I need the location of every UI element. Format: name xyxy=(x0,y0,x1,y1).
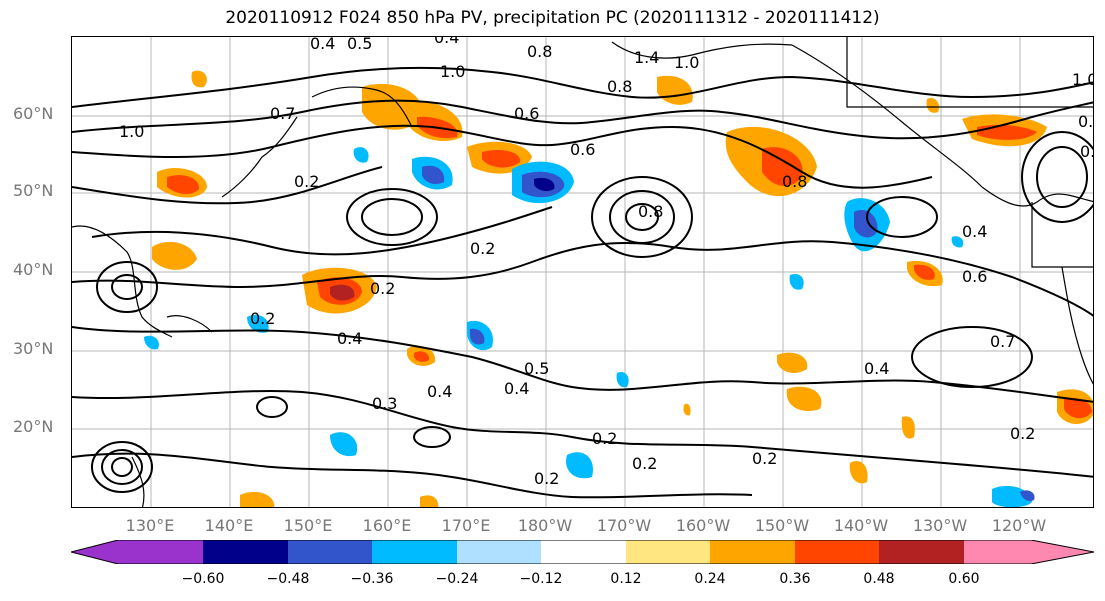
colorbar-segment xyxy=(879,540,964,564)
contour-label: 1.0 xyxy=(1072,70,1094,89)
colorbar-tick: 0.48 xyxy=(863,571,895,587)
contour-label: 0.2 xyxy=(250,309,275,328)
contour-label: 1.0 xyxy=(674,53,699,72)
colorbar-segment xyxy=(795,540,879,564)
lon-label-130e: 130°E xyxy=(125,516,175,535)
contour-label: 0.2 xyxy=(1010,424,1035,443)
colorbar-segment xyxy=(964,540,1094,564)
contour-label: 0.2 xyxy=(1078,112,1094,131)
precip-negative xyxy=(144,147,1035,507)
colorbar-segment xyxy=(541,540,626,564)
map-title: 2020110912 F024 850 hPa PV, precipitatio… xyxy=(225,8,880,28)
lon-label-150w: 150°W xyxy=(754,516,810,535)
colorbar-tick: −0.48 xyxy=(266,571,310,587)
contour-label: 0.5 xyxy=(347,37,372,53)
colorbar-segment xyxy=(372,540,457,564)
lon-label-150e: 150°E xyxy=(283,516,333,535)
lon-label-140w: 140°W xyxy=(833,516,889,535)
contour-label: 0.4 xyxy=(962,222,987,241)
contour-label: 0.2 xyxy=(592,429,617,448)
map-canvas: 0.4 0.5 0.41.00.80.71.00.60.81.4 1.00.60.20… xyxy=(72,37,1094,507)
colorbar xyxy=(71,540,1094,564)
colorbar-tick: 0.12 xyxy=(610,571,642,587)
contour-label: 0.4 xyxy=(427,382,452,401)
contour-label: 0.2 xyxy=(370,279,395,298)
contour-label: 0.7 xyxy=(990,332,1015,351)
contour-label: 0.6 xyxy=(570,140,595,159)
contour-label: 0.6 xyxy=(514,104,539,123)
contour-label: 0.4 xyxy=(504,379,529,398)
lon-label-170e: 170°E xyxy=(441,516,491,535)
lon-label-170w: 170°W xyxy=(596,516,652,535)
colorbar-segment xyxy=(71,540,203,564)
lat-label-60n: 60°N xyxy=(13,104,54,123)
contour-label: 0.4 xyxy=(864,359,889,378)
colorbar-tick: −0.24 xyxy=(435,571,479,587)
colorbar-segment xyxy=(457,540,541,564)
contour-label: 0.8 xyxy=(638,202,663,221)
colorbar-segment xyxy=(288,540,372,564)
contour-label: 0.4 xyxy=(310,37,335,53)
colorbar-tick: −0.60 xyxy=(181,571,225,587)
contour-label: 0.2 xyxy=(752,449,777,468)
contour-label: 0.2 xyxy=(294,172,319,191)
lon-label-120w: 120°W xyxy=(991,516,1047,535)
lon-label-160e: 160°E xyxy=(362,516,412,535)
contour-label: 0.6 xyxy=(962,267,987,286)
contour-label: 1.0 xyxy=(440,62,465,81)
contour-label: 0.4 xyxy=(337,329,362,348)
contour-label: 0.3 xyxy=(372,394,397,413)
colorbar-segment xyxy=(626,540,710,564)
contour-label: 1.4 xyxy=(634,48,659,67)
lon-label-180w: 180°W xyxy=(517,516,573,535)
colorbar-tick: −0.36 xyxy=(350,571,394,587)
lon-label-130w: 130°W xyxy=(912,516,968,535)
graticule xyxy=(72,37,1093,507)
contour-label: 0.7 xyxy=(270,104,295,123)
coastlines xyxy=(72,37,1093,507)
contour-label: 0.2 xyxy=(470,239,495,258)
precip-positive xyxy=(152,70,1093,507)
contour-label: 0.4 xyxy=(434,37,459,47)
contour-label: 0.2 xyxy=(534,469,559,488)
contour-label: 0.8 xyxy=(527,42,552,61)
contour-label: 1.0 xyxy=(119,122,144,141)
colorbar-segment xyxy=(203,540,288,564)
lat-label-40n: 40°N xyxy=(13,260,54,279)
contour-label: 0.4 xyxy=(1080,142,1094,161)
contour-label: 0.2 xyxy=(632,454,657,473)
contour-label: 0.5 xyxy=(524,359,549,378)
contour-labels: 0.4 0.5 0.41.00.80.71.00.60.81.4 1.00.60.20… xyxy=(119,37,1094,488)
colorbar-tick: 0.60 xyxy=(948,571,980,587)
contour-label: 0.8 xyxy=(607,77,632,96)
lon-label-160w: 160°W xyxy=(675,516,731,535)
colorbar-tick: −0.12 xyxy=(519,571,563,587)
colorbar-segment xyxy=(710,540,795,564)
colorbar-tick: 0.24 xyxy=(694,571,726,587)
lat-label-20n: 20°N xyxy=(13,417,54,436)
lon-label-140e: 140°E xyxy=(204,516,254,535)
map-panel: 0.4 0.5 0.4 1.0 0.8 0.7 1.0 0.6 0.8 1.4 1.0 0.6 0.2 0… xyxy=(71,36,1094,508)
lat-label-50n: 50°N xyxy=(13,181,54,200)
colorbar-tick: 0.36 xyxy=(779,571,811,587)
lat-label-30n: 30°N xyxy=(13,339,54,358)
pv-contours xyxy=(72,66,1093,499)
contour-label: 0.8 xyxy=(782,172,807,191)
